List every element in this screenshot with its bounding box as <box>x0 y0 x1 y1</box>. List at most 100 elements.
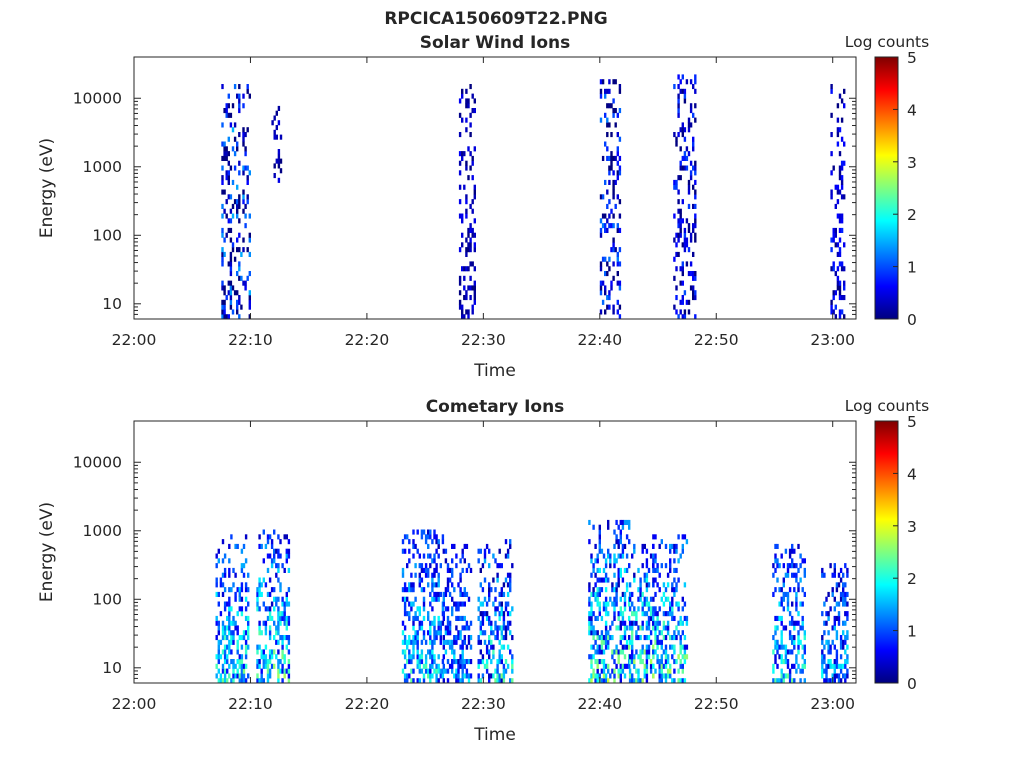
heatmap-cell <box>673 630 676 636</box>
heatmap-cell <box>477 673 480 679</box>
heatmap-cell <box>469 84 472 90</box>
heatmap-cell <box>839 663 843 669</box>
heatmap-cell <box>455 635 458 641</box>
heatmap-cell <box>846 668 849 674</box>
heatmap-cell <box>621 615 625 621</box>
heatmap-cell <box>433 553 436 559</box>
heatmap-cell <box>679 160 682 166</box>
heatmap-cell <box>628 606 632 612</box>
heatmap-cell <box>795 572 798 578</box>
heatmap-cell <box>412 625 415 631</box>
heatmap-cell <box>782 563 785 569</box>
heatmap-cell <box>448 620 452 626</box>
heatmap-cell <box>490 673 493 679</box>
heatmap-cell <box>621 644 625 650</box>
heatmap-cell <box>612 112 615 118</box>
heatmap-cell <box>774 553 777 559</box>
heatmap-cell <box>594 649 597 655</box>
heatmap-cell <box>677 218 680 224</box>
heatmap-cell <box>221 285 224 291</box>
heatmap-cell <box>590 678 593 684</box>
heatmap-cell <box>229 112 233 118</box>
heatmap-cell <box>827 639 830 645</box>
heatmap-cell <box>606 189 609 195</box>
heatmap-cell <box>833 606 836 612</box>
heatmap-cell <box>498 649 501 655</box>
heatmap-cell <box>780 644 783 650</box>
heatmap-cell <box>607 577 610 583</box>
heatmap-cell <box>258 630 261 636</box>
heatmap-cell <box>604 558 608 564</box>
heatmap-cell <box>266 553 270 559</box>
heatmap-cell <box>258 625 261 631</box>
heatmap-cell <box>281 678 284 684</box>
heatmap-cell <box>219 654 223 660</box>
heatmap-cell <box>840 295 844 301</box>
heatmap-cell <box>229 227 233 233</box>
heatmap-cell <box>414 611 417 617</box>
heatmap-cell <box>435 635 438 641</box>
heatmap-cell <box>227 290 230 296</box>
heatmap-cell <box>483 558 487 564</box>
heatmap-cell <box>494 611 497 617</box>
heatmap-cell <box>673 659 676 665</box>
heatmap-cell <box>647 644 651 650</box>
heatmap-cell <box>791 663 794 669</box>
heatmap-cell <box>403 649 407 655</box>
heatmap-cell <box>273 649 276 655</box>
heatmap-cell <box>266 591 270 597</box>
heatmap-cell <box>823 601 826 607</box>
heatmap-cell <box>616 256 619 262</box>
heatmap-cell <box>844 563 847 569</box>
heatmap-cell <box>266 663 270 669</box>
heatmap-cell <box>477 615 480 621</box>
heatmap-cell <box>238 232 241 238</box>
heatmap-cell <box>281 654 284 660</box>
heatmap-cell <box>229 256 233 262</box>
heatmap-cell <box>669 663 672 669</box>
heatmap-cell <box>694 295 697 301</box>
colorbar-frame <box>874 56 899 320</box>
heatmap-cell <box>262 678 265 684</box>
heatmap-cell <box>246 194 249 200</box>
heatmap-cell <box>694 213 697 219</box>
heatmap-cell <box>844 601 847 607</box>
heatmap-cell <box>231 203 235 209</box>
heatmap-cell <box>617 611 620 617</box>
heatmap-cell <box>649 630 653 636</box>
heatmap-cell <box>223 309 226 315</box>
heatmap-cell <box>803 635 806 641</box>
heatmap-cell <box>617 572 620 578</box>
heatmap-cell <box>791 615 794 621</box>
heatmap-cell <box>612 237 615 243</box>
heatmap-cell <box>223 644 227 650</box>
heatmap-cell <box>500 625 503 631</box>
heatmap-cell <box>431 673 434 679</box>
heatmap-cell <box>598 524 601 530</box>
heatmap-cell <box>596 644 599 650</box>
heatmap-cell <box>439 635 442 641</box>
heatmap-cell <box>488 615 491 621</box>
heatmap-cell <box>246 84 249 90</box>
heatmap-cell <box>465 213 468 219</box>
heatmap-cell <box>797 587 800 593</box>
heatmap-cell <box>248 295 251 301</box>
heatmap-cell <box>232 615 235 621</box>
heatmap-cell <box>647 606 651 612</box>
heatmap-cell <box>279 582 282 588</box>
heatmap-cell <box>256 591 259 597</box>
heatmap-cell <box>838 170 842 176</box>
heatmap-cell <box>496 678 499 684</box>
heatmap-cell <box>652 553 655 559</box>
heatmap-cell <box>606 88 609 94</box>
heatmap-cell <box>652 644 655 650</box>
heatmap-cell <box>431 620 434 626</box>
heatmap-cell <box>652 649 655 655</box>
heatmap-cell <box>669 606 672 612</box>
heatmap-cell <box>275 630 278 636</box>
heatmap-cell <box>675 295 678 301</box>
heatmap-cell <box>412 620 415 626</box>
heatmap-cell <box>458 98 462 104</box>
heatmap-cell <box>281 649 284 655</box>
heatmap-cell <box>420 529 424 535</box>
